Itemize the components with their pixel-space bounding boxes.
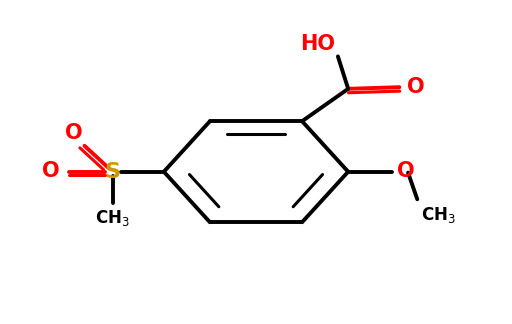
Text: O: O bbox=[407, 76, 424, 97]
Text: CH$_3$: CH$_3$ bbox=[421, 205, 456, 225]
Text: O: O bbox=[397, 161, 414, 181]
Text: HO: HO bbox=[300, 34, 335, 54]
Text: S: S bbox=[104, 162, 121, 182]
Text: O: O bbox=[66, 122, 83, 143]
Text: CH$_3$: CH$_3$ bbox=[95, 208, 130, 228]
Text: O: O bbox=[42, 161, 60, 181]
